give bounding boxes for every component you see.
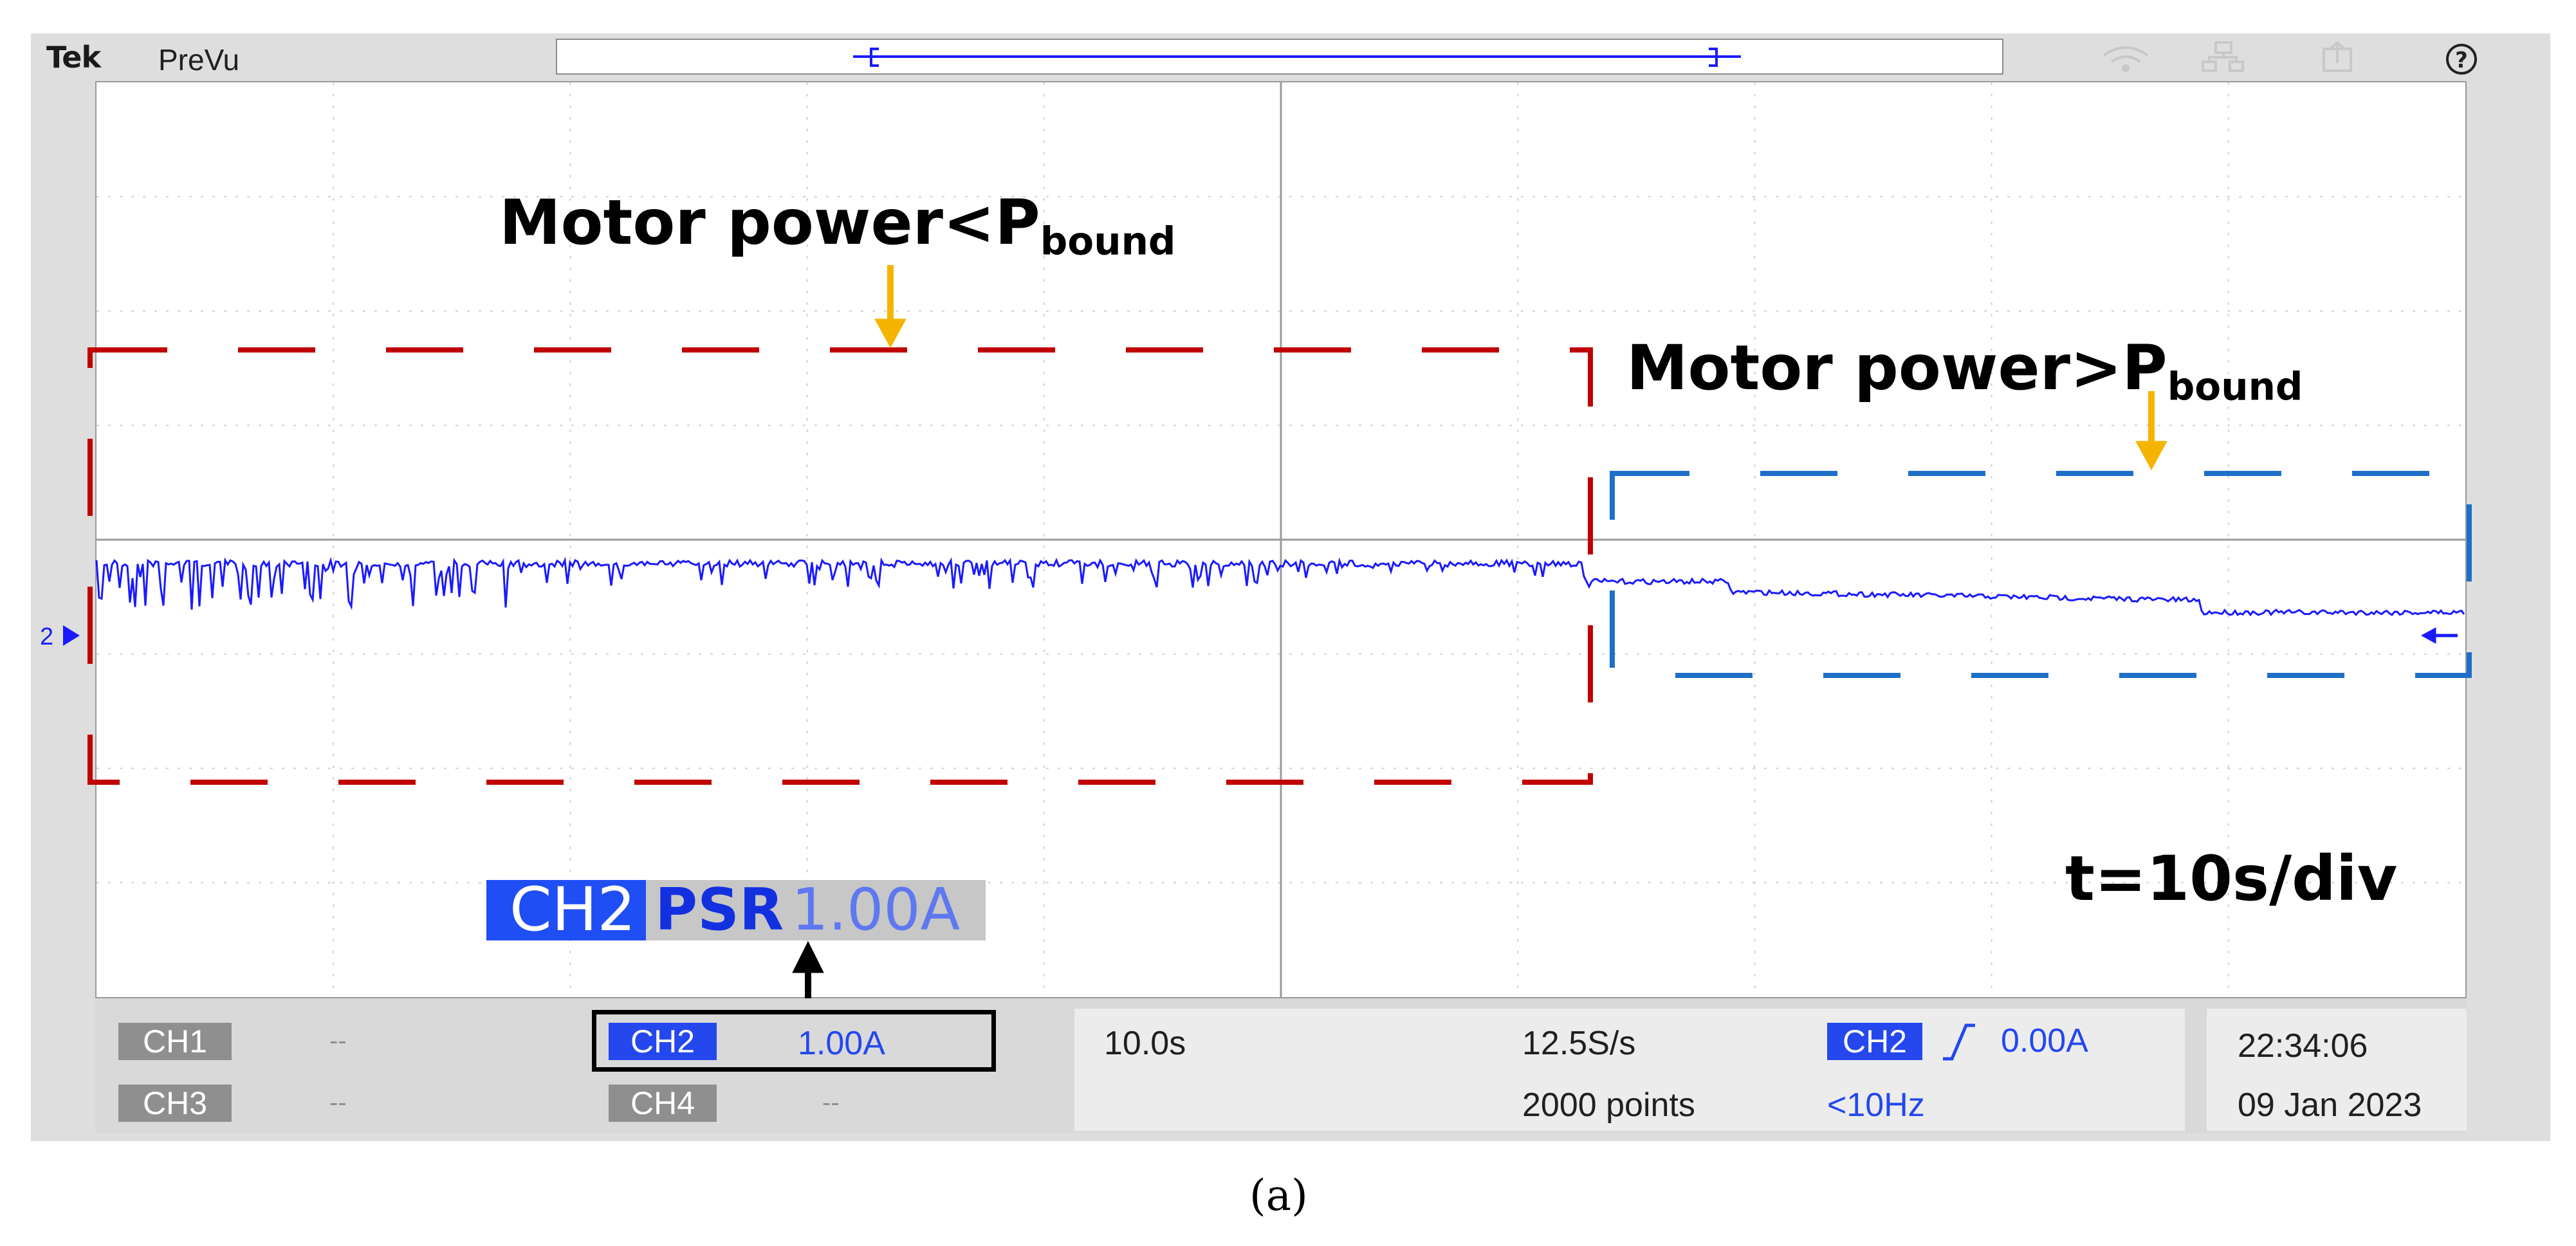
trigger-position-marker bbox=[2420, 627, 2458, 644]
channel-overlay-label: CH2 PSR 1.00A bbox=[486, 880, 986, 940]
high-power-region bbox=[1610, 471, 2472, 678]
rising-edge-icon bbox=[1943, 1023, 1975, 1061]
ch3-badge[interactable]: CH3 bbox=[118, 1085, 232, 1122]
record-view-bar[interactable] bbox=[556, 39, 2003, 75]
annotation-low-subscript: bound bbox=[1040, 219, 1176, 264]
top-icon-group: ? bbox=[2091, 37, 2503, 76]
ch1-badge[interactable]: CH1 bbox=[118, 1023, 232, 1060]
ch2-marker-label: 2 bbox=[40, 623, 53, 650]
figure-caption: (a) bbox=[1249, 1171, 1308, 1220]
ch2-highlight-box bbox=[592, 1010, 996, 1072]
horizontal-scale[interactable]: 10.0s bbox=[1104, 1025, 1186, 1062]
ch2-waveform-trace bbox=[95, 556, 2465, 617]
low-region-arrow bbox=[874, 265, 906, 349]
annotation-low-text: Motor power<P bbox=[499, 187, 1040, 259]
horizontal-panel bbox=[1074, 1009, 2185, 1131]
record-view-right-bracket bbox=[1709, 48, 1718, 67]
wifi-icon[interactable] bbox=[2102, 46, 2149, 72]
clock-time: 22:34:06 bbox=[2238, 1027, 2368, 1065]
annotation-motor-power-above: Motor power>Pbound bbox=[1626, 332, 2303, 410]
mode-label: PreVu bbox=[158, 43, 240, 77]
record-length: 2000 points bbox=[1522, 1086, 1695, 1124]
sample-rate: 12.5S/s bbox=[1522, 1025, 1636, 1062]
high-region-arrow bbox=[2135, 391, 2167, 471]
help-icon[interactable]: ? bbox=[2446, 44, 2477, 75]
datetime-panel bbox=[2207, 1009, 2467, 1131]
timebase-annotation: t=10s/div bbox=[2065, 843, 2398, 915]
annotation-high-subscript: bound bbox=[2167, 365, 2303, 410]
overlay-channel-mode: PSR bbox=[646, 880, 792, 940]
overlay-channel-name: CH2 bbox=[486, 880, 647, 940]
record-view-left-bracket bbox=[870, 48, 879, 67]
svg-text:?: ? bbox=[2455, 48, 2468, 73]
ch4-value: -- bbox=[822, 1088, 840, 1117]
export-icon[interactable] bbox=[2323, 41, 2352, 72]
ch2-badge[interactable]: CH2 bbox=[609, 1023, 717, 1060]
annotation-high-text: Motor power>P bbox=[1626, 332, 2167, 404]
annotation-motor-power-below: Motor power<Pbound bbox=[499, 187, 1176, 264]
ch4-badge[interactable]: CH4 bbox=[609, 1085, 717, 1122]
trigger-level: 0.00A bbox=[2001, 1022, 2088, 1059]
network-icon[interactable] bbox=[2202, 41, 2244, 72]
overlay-channel-scale: 1.00A bbox=[791, 880, 986, 940]
ch3-value: -- bbox=[329, 1088, 347, 1117]
trigger-source-badge[interactable]: CH2 bbox=[1827, 1023, 1922, 1060]
brand-logo: Tek bbox=[46, 40, 101, 75]
ch1-value: -- bbox=[329, 1027, 347, 1055]
clock-date: 09 Jan 2023 bbox=[2238, 1086, 2422, 1124]
low-power-region bbox=[87, 347, 1593, 785]
trigger-filter: <10Hz bbox=[1827, 1086, 1925, 1124]
ch2-ground-marker: 2 bbox=[40, 623, 80, 650]
ch2-scale-value: 1.00A bbox=[798, 1025, 885, 1062]
